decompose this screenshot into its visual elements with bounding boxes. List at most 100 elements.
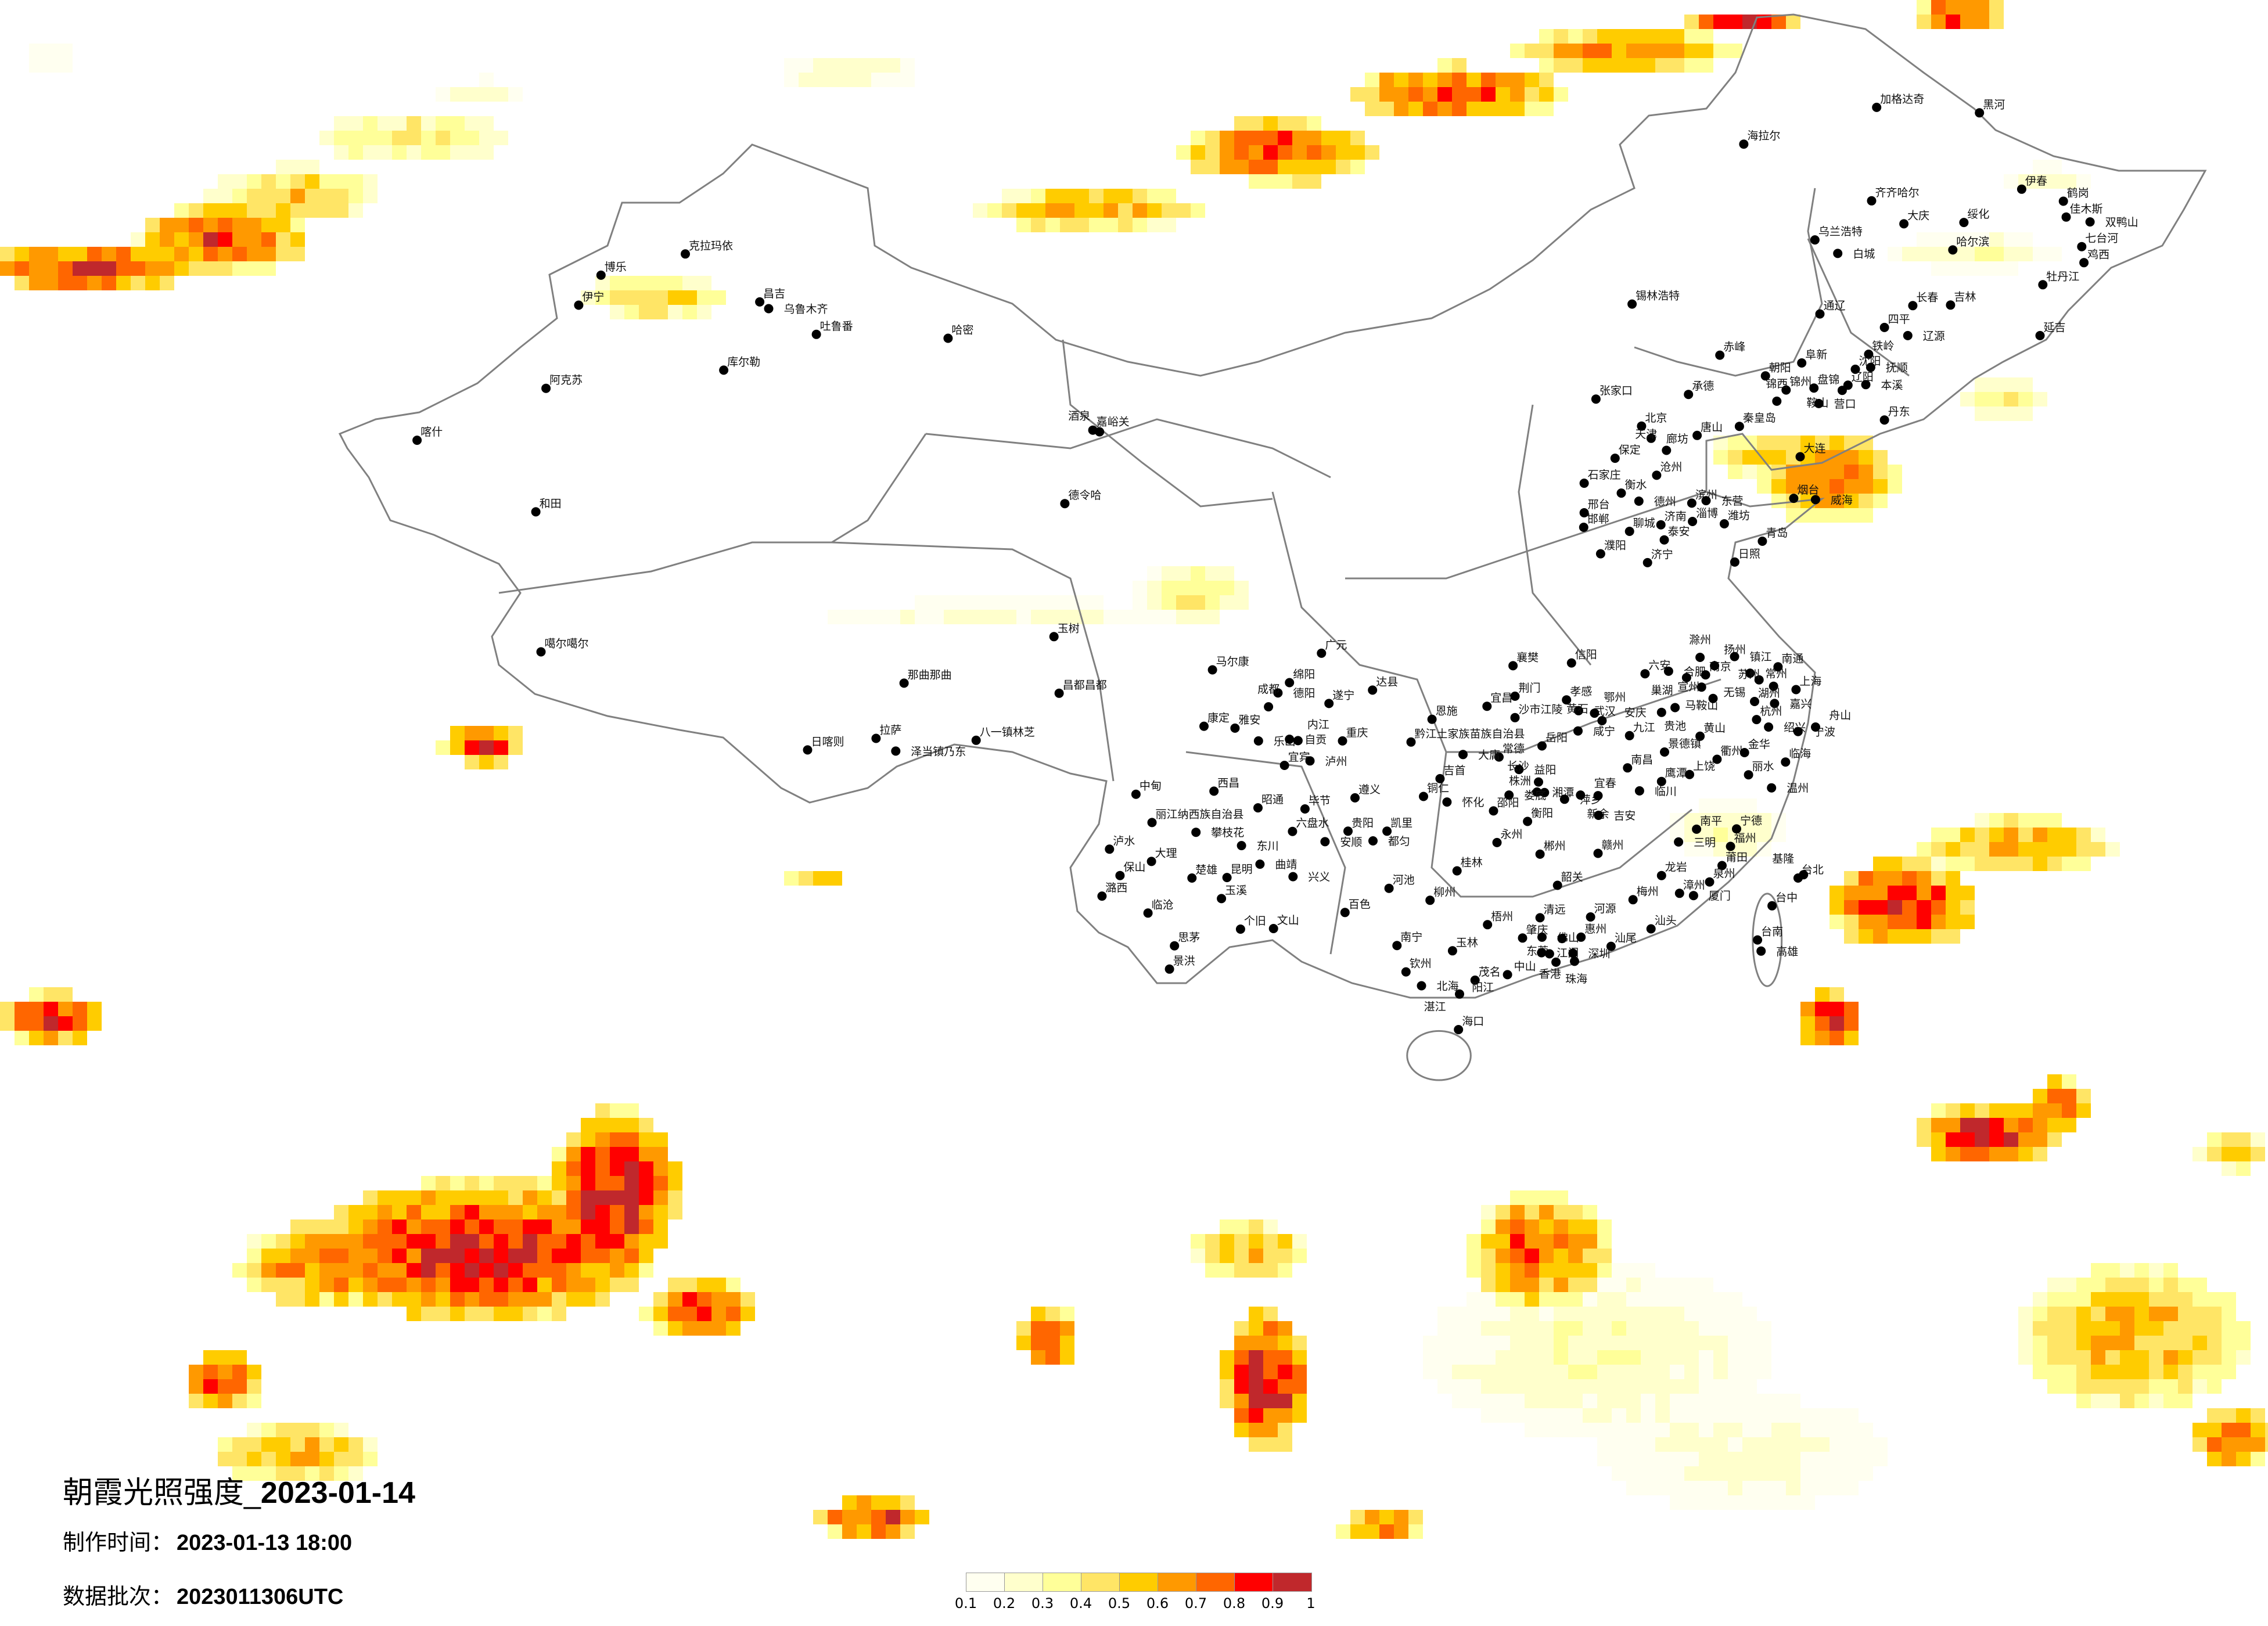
intensity-cell bbox=[1975, 247, 1989, 261]
city-marker: 保山 bbox=[1115, 861, 1145, 880]
city-label: 基隆 bbox=[1772, 852, 1794, 865]
city-marker: 青岛 bbox=[1757, 527, 1788, 546]
intensity-cell bbox=[1713, 1394, 1728, 1408]
city-dot bbox=[1946, 300, 1956, 310]
intensity-cell bbox=[653, 1307, 668, 1321]
intensity-cell bbox=[1423, 102, 1437, 116]
intensity-cell bbox=[1612, 1263, 1626, 1278]
intensity-cell bbox=[2047, 1336, 2062, 1350]
intensity-cell bbox=[2047, 1132, 2062, 1147]
intensity-cell bbox=[407, 1205, 421, 1220]
city-marker: 三明 bbox=[1674, 836, 1716, 849]
intensity-cell bbox=[1844, 1423, 1859, 1437]
city-marker: 玉林 bbox=[1447, 936, 1478, 956]
intensity-cell bbox=[1757, 813, 1771, 828]
intensity-cell bbox=[1583, 1423, 1597, 1437]
intensity-cell bbox=[319, 1263, 334, 1278]
intensity-cell bbox=[1931, 0, 1946, 15]
intensity-cell bbox=[1510, 1350, 1525, 1365]
intensity-cell bbox=[929, 595, 944, 610]
intensity-cell bbox=[2018, 1336, 2033, 1350]
intensity-cell bbox=[334, 1263, 348, 1278]
intensity-cell bbox=[1670, 1394, 1684, 1408]
intensity-cell bbox=[131, 232, 145, 247]
city-marker: 黄山 bbox=[1695, 722, 1726, 741]
intensity-cell bbox=[1989, 377, 2004, 392]
city-marker: 常州 bbox=[1745, 667, 1787, 680]
city-label: 辽源 bbox=[1923, 330, 1945, 343]
city-dot bbox=[1710, 661, 1720, 671]
city-marker: 拉萨 bbox=[871, 724, 901, 743]
intensity-cell bbox=[2018, 377, 2033, 392]
intensity-cell bbox=[595, 1263, 610, 1278]
intensity-cell bbox=[1757, 828, 1771, 842]
intensity-cell bbox=[2033, 1321, 2047, 1336]
intensity-cell bbox=[87, 1016, 102, 1031]
intensity-cell bbox=[2062, 1365, 2076, 1379]
intensity-cell bbox=[639, 1132, 653, 1147]
intensity-cell bbox=[1263, 116, 1278, 131]
city-dot bbox=[764, 304, 774, 314]
intensity-cell bbox=[1234, 1379, 1249, 1394]
intensity-cell bbox=[682, 1292, 697, 1307]
intensity-cell bbox=[1496, 73, 1510, 87]
intensity-cell bbox=[1423, 87, 1437, 102]
intensity-cell bbox=[2134, 1278, 2149, 1292]
city-label: 沧州 bbox=[1660, 461, 1682, 473]
intensity-cell bbox=[494, 131, 508, 145]
intensity-cell bbox=[407, 1249, 421, 1263]
intensity-cell bbox=[1902, 247, 1917, 261]
intensity-cell bbox=[1568, 1321, 1583, 1336]
intensity-cell bbox=[624, 1278, 639, 1292]
intensity-cell bbox=[1263, 1220, 1278, 1234]
intensity-cell bbox=[2149, 1292, 2163, 1307]
intensity-cell bbox=[1539, 1292, 1554, 1307]
intensity-cell bbox=[2178, 1336, 2192, 1350]
city-marker: 沈阳 bbox=[1850, 355, 1881, 374]
intensity-cell bbox=[1234, 1234, 1249, 1249]
city-dot bbox=[2061, 212, 2071, 222]
intensity-cell bbox=[653, 1321, 668, 1336]
intensity-cell bbox=[1147, 189, 1162, 203]
intensity-cell bbox=[363, 1437, 378, 1452]
city-dot bbox=[1401, 967, 1411, 977]
intensity-cell bbox=[465, 131, 479, 145]
city-label: 思茅 bbox=[1178, 931, 1200, 944]
city-dot bbox=[2058, 196, 2068, 206]
intensity-cell bbox=[1742, 450, 1757, 465]
intensity-cell bbox=[2163, 1365, 2178, 1379]
intensity-cell bbox=[1205, 145, 1220, 160]
intensity-cell bbox=[363, 189, 378, 203]
legend-label: 0.5 bbox=[1108, 1595, 1131, 1611]
intensity-cell bbox=[1278, 1365, 1292, 1379]
intensity-cell bbox=[58, 44, 73, 58]
intensity-cell bbox=[2105, 1379, 2120, 1394]
city-marker: 衡水 bbox=[1616, 479, 1647, 498]
intensity-cell bbox=[2062, 1103, 2076, 1118]
intensity-cell bbox=[247, 1437, 261, 1452]
city-dot bbox=[1288, 872, 1298, 882]
intensity-cell bbox=[2018, 392, 2033, 406]
intensity-cell bbox=[1496, 1365, 1510, 1379]
intensity-cell bbox=[1452, 1350, 1467, 1365]
intensity-cell bbox=[1626, 44, 1641, 58]
city-dot bbox=[1535, 913, 1545, 923]
intensity-cell bbox=[624, 276, 639, 290]
intensity-cell bbox=[1670, 1336, 1684, 1350]
city-dot bbox=[1508, 661, 1518, 671]
city-dot bbox=[1773, 662, 1783, 672]
intensity-cell bbox=[1917, 929, 1931, 944]
intensity-cell bbox=[799, 58, 813, 73]
intensity-cell bbox=[1597, 1263, 1612, 1278]
intensity-cell bbox=[1888, 900, 1902, 915]
city-dot bbox=[1095, 427, 1105, 437]
city-dot bbox=[1576, 790, 1586, 800]
intensity-cell bbox=[799, 871, 813, 886]
city-label: 噶尔噶尔 bbox=[545, 638, 589, 650]
city-marker: 昆明 bbox=[1222, 863, 1253, 883]
intensity-cell bbox=[1670, 1278, 1684, 1292]
intensity-cell bbox=[610, 1103, 624, 1118]
intensity-cell bbox=[1960, 1132, 1975, 1147]
intensity-cell bbox=[1830, 1016, 1844, 1031]
intensity-cell bbox=[1147, 610, 1162, 624]
